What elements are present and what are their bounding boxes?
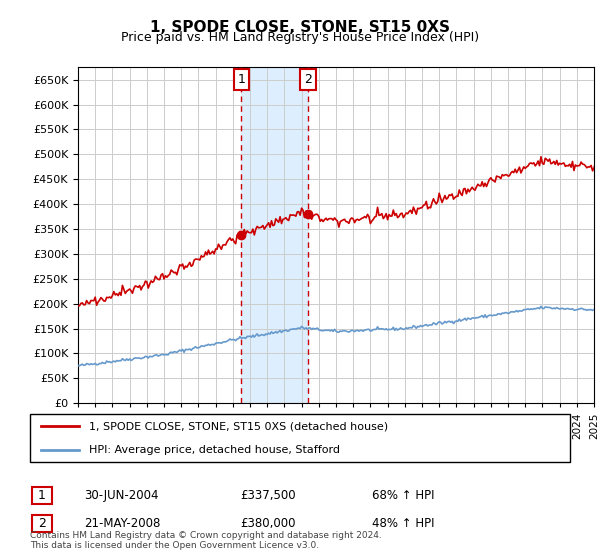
Text: 2: 2 [304,73,312,86]
Text: 1: 1 [238,73,245,86]
Text: 30-JUN-2004: 30-JUN-2004 [84,489,158,502]
FancyBboxPatch shape [30,414,570,462]
FancyBboxPatch shape [32,515,52,531]
Text: 68% ↑ HPI: 68% ↑ HPI [372,489,434,502]
Bar [241,67,308,403]
Text: £380,000: £380,000 [240,517,296,530]
Text: 21-MAY-2008: 21-MAY-2008 [84,517,160,530]
FancyBboxPatch shape [32,487,52,503]
Text: 2: 2 [38,516,46,530]
Text: Contains HM Land Registry data © Crown copyright and database right 2024.
This d: Contains HM Land Registry data © Crown c… [30,530,382,550]
Text: Price paid vs. HM Land Registry's House Price Index (HPI): Price paid vs. HM Land Registry's House … [121,31,479,44]
Text: £337,500: £337,500 [240,489,296,502]
Text: HPI: Average price, detached house, Stafford: HPI: Average price, detached house, Staf… [89,445,340,455]
Text: 48% ↑ HPI: 48% ↑ HPI [372,517,434,530]
Text: 1: 1 [38,488,46,502]
Text: 1, SPODE CLOSE, STONE, ST15 0XS: 1, SPODE CLOSE, STONE, ST15 0XS [150,20,450,35]
Text: 1, SPODE CLOSE, STONE, ST15 0XS (detached house): 1, SPODE CLOSE, STONE, ST15 0XS (detache… [89,421,389,431]
